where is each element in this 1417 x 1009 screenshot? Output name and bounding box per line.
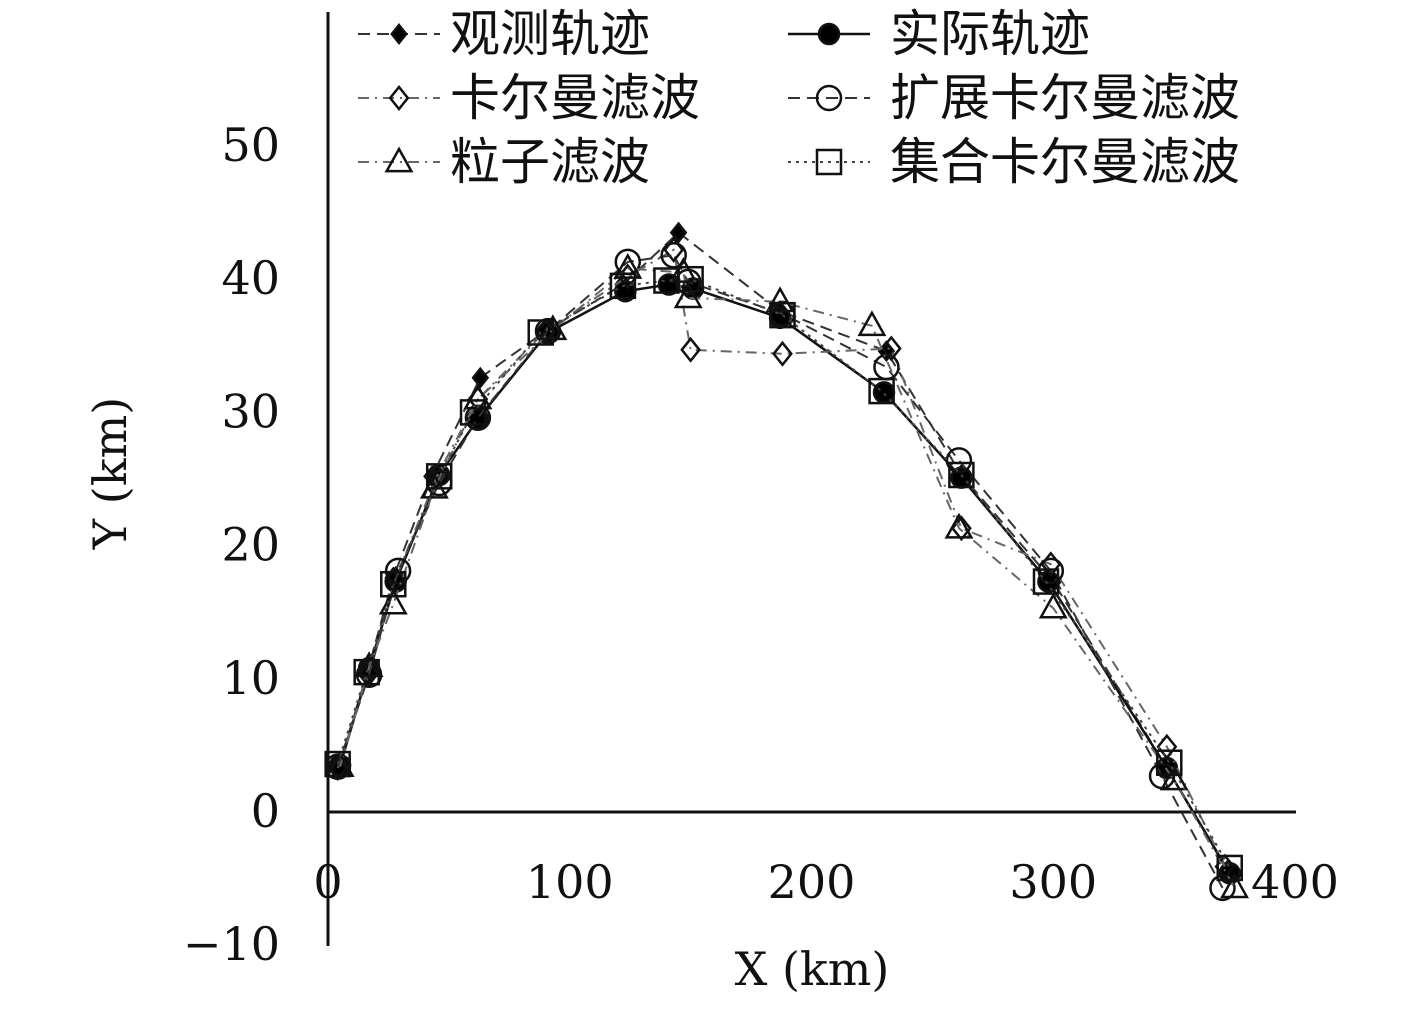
legend-marker [390, 22, 408, 46]
data-point [680, 336, 702, 363]
data-point [459, 399, 487, 426]
legend-item: 扩展卡尔曼滤波 [788, 69, 1240, 127]
data-point [353, 658, 380, 686]
data-point [1216, 854, 1243, 882]
series-5 [325, 252, 1250, 899]
legend-marker [815, 148, 843, 176]
legend-item: 观测轨迹 [358, 5, 650, 63]
data-point [668, 256, 698, 283]
x-tick-label: 300 [1009, 855, 1097, 909]
legend-item: 粒子滤波 [358, 133, 650, 191]
data-point [868, 377, 895, 405]
data-point [769, 301, 796, 329]
series-2 [328, 273, 1241, 885]
series-line [336, 254, 1224, 889]
data-point [385, 565, 407, 592]
data-point [945, 447, 973, 474]
data-point [613, 252, 643, 279]
data-point [527, 319, 554, 346]
series-layer [324, 221, 1250, 902]
data-point [950, 515, 972, 542]
legend-label: 粒子滤波 [450, 133, 650, 191]
series-line [336, 231, 1229, 872]
x-tick-label: 100 [526, 855, 614, 909]
data-point [380, 570, 407, 598]
legend-marker [815, 84, 843, 112]
series-line [338, 283, 1231, 874]
y-axis-title: Y (km) [83, 397, 137, 550]
legend-item: 卡尔曼滤波 [358, 69, 700, 127]
y-tick-label: 50 [221, 118, 280, 172]
legend-label: 实际轨迹 [890, 5, 1090, 63]
legend-label: 集合卡尔曼滤波 [890, 133, 1240, 191]
x-axis-title: X (km) [735, 942, 890, 996]
data-point [1038, 592, 1068, 619]
data-point [425, 463, 453, 490]
x-tick-label: 0 [313, 855, 342, 909]
y-tick-label: 40 [221, 251, 280, 305]
series-3 [327, 236, 1236, 880]
data-point [880, 335, 902, 362]
data-point [1032, 568, 1060, 595]
data-point [1214, 853, 1236, 880]
data-point [944, 512, 974, 539]
y-tick-label: −10 [183, 917, 280, 971]
y-tick-label: 30 [221, 384, 280, 438]
data-point [772, 340, 793, 367]
y-tick-label: 20 [221, 518, 280, 572]
data-point [1220, 872, 1250, 899]
x-tick-label: 400 [1251, 855, 1339, 909]
data-point [324, 750, 351, 778]
data-point [948, 461, 975, 489]
x-tick-label: 200 [768, 855, 856, 909]
tick-labels: −10 0 10 20 30 40 50 0 100 200 300 400 [183, 118, 1339, 971]
y-tick-label: 0 [251, 784, 280, 838]
data-point [765, 286, 795, 313]
series-line [336, 278, 1231, 869]
data-point [1156, 733, 1178, 760]
legend-item: 实际轨迹 [788, 5, 1090, 63]
legend-label: 扩展卡尔曼滤波 [890, 69, 1240, 127]
legend-marker [388, 84, 410, 112]
legend-label: 卡尔曼滤波 [450, 69, 700, 127]
data-point [609, 272, 637, 300]
series-6 [324, 265, 1243, 882]
data-point [673, 282, 703, 309]
data-point [471, 366, 490, 389]
data-point [660, 241, 687, 269]
data-point [354, 651, 384, 678]
legend-marker [817, 22, 841, 46]
axes [326, 12, 1296, 946]
legend-marker [384, 146, 414, 173]
data-point [663, 236, 685, 263]
legend-item: 集合卡尔曼滤波 [788, 133, 1240, 191]
legend-label: 观测轨迹 [450, 5, 650, 63]
y-tick-label: 10 [221, 651, 280, 705]
data-point [1156, 749, 1183, 776]
data-point [1037, 557, 1065, 585]
data-point [384, 557, 412, 585]
data-point [857, 310, 887, 337]
data-point [1159, 764, 1189, 791]
series-4 [324, 241, 1236, 902]
data-point [677, 265, 704, 293]
data-point [1209, 874, 1236, 902]
data-point [669, 221, 688, 244]
data-point [872, 381, 896, 404]
series-line [339, 267, 1236, 889]
